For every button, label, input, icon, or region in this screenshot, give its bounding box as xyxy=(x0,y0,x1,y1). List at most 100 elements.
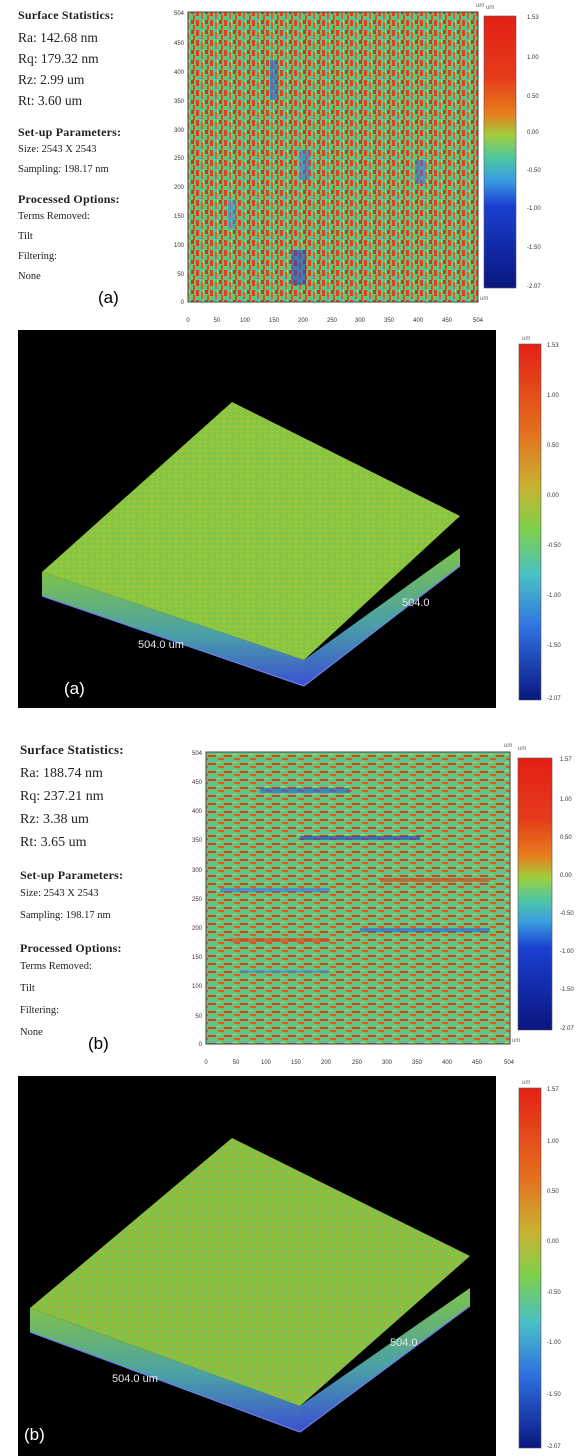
y-tick: 50 xyxy=(195,1014,202,1020)
colorbar-tick: 1.57 xyxy=(560,757,572,763)
y-tick: 200 xyxy=(192,926,203,932)
colorbar-tick: -0.50 xyxy=(547,543,561,549)
x-tick: 400 xyxy=(442,1060,453,1066)
surface-front-side xyxy=(42,572,304,686)
ra-value: Ra: 188.74 nm xyxy=(20,766,103,781)
map-frame xyxy=(205,751,511,1045)
x-tick: 504 xyxy=(473,318,484,324)
y-tick: 400 xyxy=(192,809,203,815)
terms-removed-label: Terms Removed: xyxy=(20,961,92,972)
colorbar-tick: -1.50 xyxy=(560,987,574,993)
surface-top xyxy=(42,402,460,660)
y-tick: 150 xyxy=(174,214,185,220)
panel-b-2d: Surface Statistics: Ra: 188.74 nm Rq: 23… xyxy=(0,738,584,1076)
y-tick: 0 xyxy=(199,1042,203,1048)
panel-label-b: (b) xyxy=(88,1034,109,1053)
height-map-image xyxy=(188,12,478,302)
colorbar-unit: um xyxy=(522,336,530,342)
y-tick: 250 xyxy=(192,897,203,903)
colorbar-tick: 0.00 xyxy=(527,130,539,136)
y-tick: 200 xyxy=(174,185,185,191)
size-value: Size: 2543 X 2543 xyxy=(20,888,99,899)
panel-label-b-3d: (b) xyxy=(24,1425,45,1444)
x-tick: 200 xyxy=(298,318,309,324)
colorbar-tick: -1.00 xyxy=(560,949,574,955)
panel-a-3d: 504.0 um 504.0 (a) um 1.53 1.00 0.50 0.0… xyxy=(0,330,584,708)
x-tick: 0 xyxy=(186,318,190,324)
y-tick: 450 xyxy=(192,780,203,786)
colorbar-tick: 1.53 xyxy=(547,343,559,349)
y-axis-ticks: 0 50 100 150 200 250 300 350 400 450 504 xyxy=(192,751,203,1048)
surface-statistics-heading: Surface Statistics: xyxy=(20,742,124,757)
panel-label-a: (a) xyxy=(98,288,119,307)
panel-b-3d: 504.0 um 504.0 (b) um 1.57 1.00 0.50 0.0… xyxy=(0,1076,584,1456)
colorbar-ticks: 1.57 1.00 0.50 0.00 -0.50 -1.00 -1.50 -2… xyxy=(547,1087,561,1450)
x-tick: 250 xyxy=(327,318,338,324)
processed-options-heading: Processed Options: xyxy=(20,941,122,955)
none-label: None xyxy=(18,271,41,282)
y-tick: 450 xyxy=(174,41,185,47)
surface-statistics-heading: Surface Statistics: xyxy=(18,8,115,22)
colorbar xyxy=(518,343,542,701)
colorbar-ticks: 1.53 1.00 0.50 0.00 -0.50 -1.00 -1.50 -2… xyxy=(547,343,561,702)
height-map-a: um um 0 50 100 150 200 250 300 350 400 4… xyxy=(174,3,541,324)
colorbar-tick: 1.57 xyxy=(547,1087,559,1093)
colorbar-tick: 0.50 xyxy=(547,1189,559,1195)
colorbar-ticks: 1.57 1.00 0.50 0.00 -0.50 -1.00 -1.50 -2… xyxy=(560,757,574,1032)
panel-label-a-3d: (a) xyxy=(64,679,85,698)
colorbar-tick: 0.50 xyxy=(527,94,539,100)
map-unit-right: um xyxy=(512,1038,520,1044)
x-tick: 350 xyxy=(412,1060,423,1066)
rq-value: Rq: 237.21 nm xyxy=(20,789,104,804)
x-tick: 350 xyxy=(384,318,395,324)
map-unit-top: um xyxy=(504,743,512,749)
colorbar-tick: -0.50 xyxy=(547,1290,561,1296)
none-label: None xyxy=(20,1027,43,1038)
surface-front-side xyxy=(30,1308,300,1432)
dimension-front: 504.0 um xyxy=(138,639,184,651)
colorbar-unit: um xyxy=(486,5,494,11)
surface-right-side xyxy=(300,1288,470,1432)
colorbar-tick: 1.00 xyxy=(560,797,572,803)
y-tick: 300 xyxy=(174,128,185,134)
rz-value: Rz: 2.99 um xyxy=(18,72,85,87)
colorbar-tick: 0.00 xyxy=(547,1239,559,1245)
colorbar-tick: 0.00 xyxy=(560,873,572,879)
surface-top xyxy=(30,1138,470,1406)
y-tick: 100 xyxy=(174,243,185,249)
colorbar-tick: -1.50 xyxy=(547,643,561,649)
setup-parameters-heading: Set-up Parameters: xyxy=(20,868,124,882)
x-tick: 0 xyxy=(204,1060,208,1066)
colorbar-tick: 0.00 xyxy=(547,493,559,499)
stats-block-b: Surface Statistics: Ra: 188.74 nm Rq: 23… xyxy=(20,742,124,1044)
filtering-label: Filtering: xyxy=(18,251,58,262)
y-axis-ticks: 0 50 100 150 200 250 300 350 400 450 504 xyxy=(174,11,185,306)
colorbar-tick: -1.00 xyxy=(527,206,541,212)
colorbar-tick: -0.50 xyxy=(560,911,574,917)
size-value: Size: 2543 X 2543 xyxy=(18,144,97,155)
colorbar-tick: 1.00 xyxy=(547,1139,559,1145)
x-tick: 300 xyxy=(382,1060,393,1066)
colorbar xyxy=(518,1087,542,1449)
y-tick: 250 xyxy=(174,156,185,162)
map-unit-right: um xyxy=(480,296,488,302)
colorbar-tick: -0.50 xyxy=(527,168,541,174)
dimension-side: 504.0 xyxy=(390,1337,418,1349)
y-tick: 504 xyxy=(174,11,185,17)
surface-3d-b: 504.0 um 504.0 (b) um 1.57 1.00 0.50 0.0… xyxy=(24,1080,561,1450)
colorbar xyxy=(483,15,517,289)
terms-removed-label: Terms Removed: xyxy=(18,211,90,222)
sampling-value: Sampling: 198.17 nm xyxy=(18,164,109,175)
colorbar-tick: 0.50 xyxy=(547,443,559,449)
rq-value: Rq: 179.32 nm xyxy=(18,51,99,66)
height-map-image xyxy=(206,752,510,1044)
y-tick: 100 xyxy=(192,984,203,990)
dimension-front: 504.0 um xyxy=(112,1373,158,1385)
x-tick: 150 xyxy=(291,1060,302,1066)
x-tick: 450 xyxy=(442,318,453,324)
colorbar-unit: um xyxy=(522,1080,530,1086)
dimension-side: 504.0 xyxy=(402,597,430,609)
colorbar-tick: -1.50 xyxy=(527,245,541,251)
x-axis-ticks: 0 50 100 150 200 250 300 350 400 450 504 xyxy=(204,1060,514,1066)
colorbar-tick: -1.50 xyxy=(547,1392,561,1398)
